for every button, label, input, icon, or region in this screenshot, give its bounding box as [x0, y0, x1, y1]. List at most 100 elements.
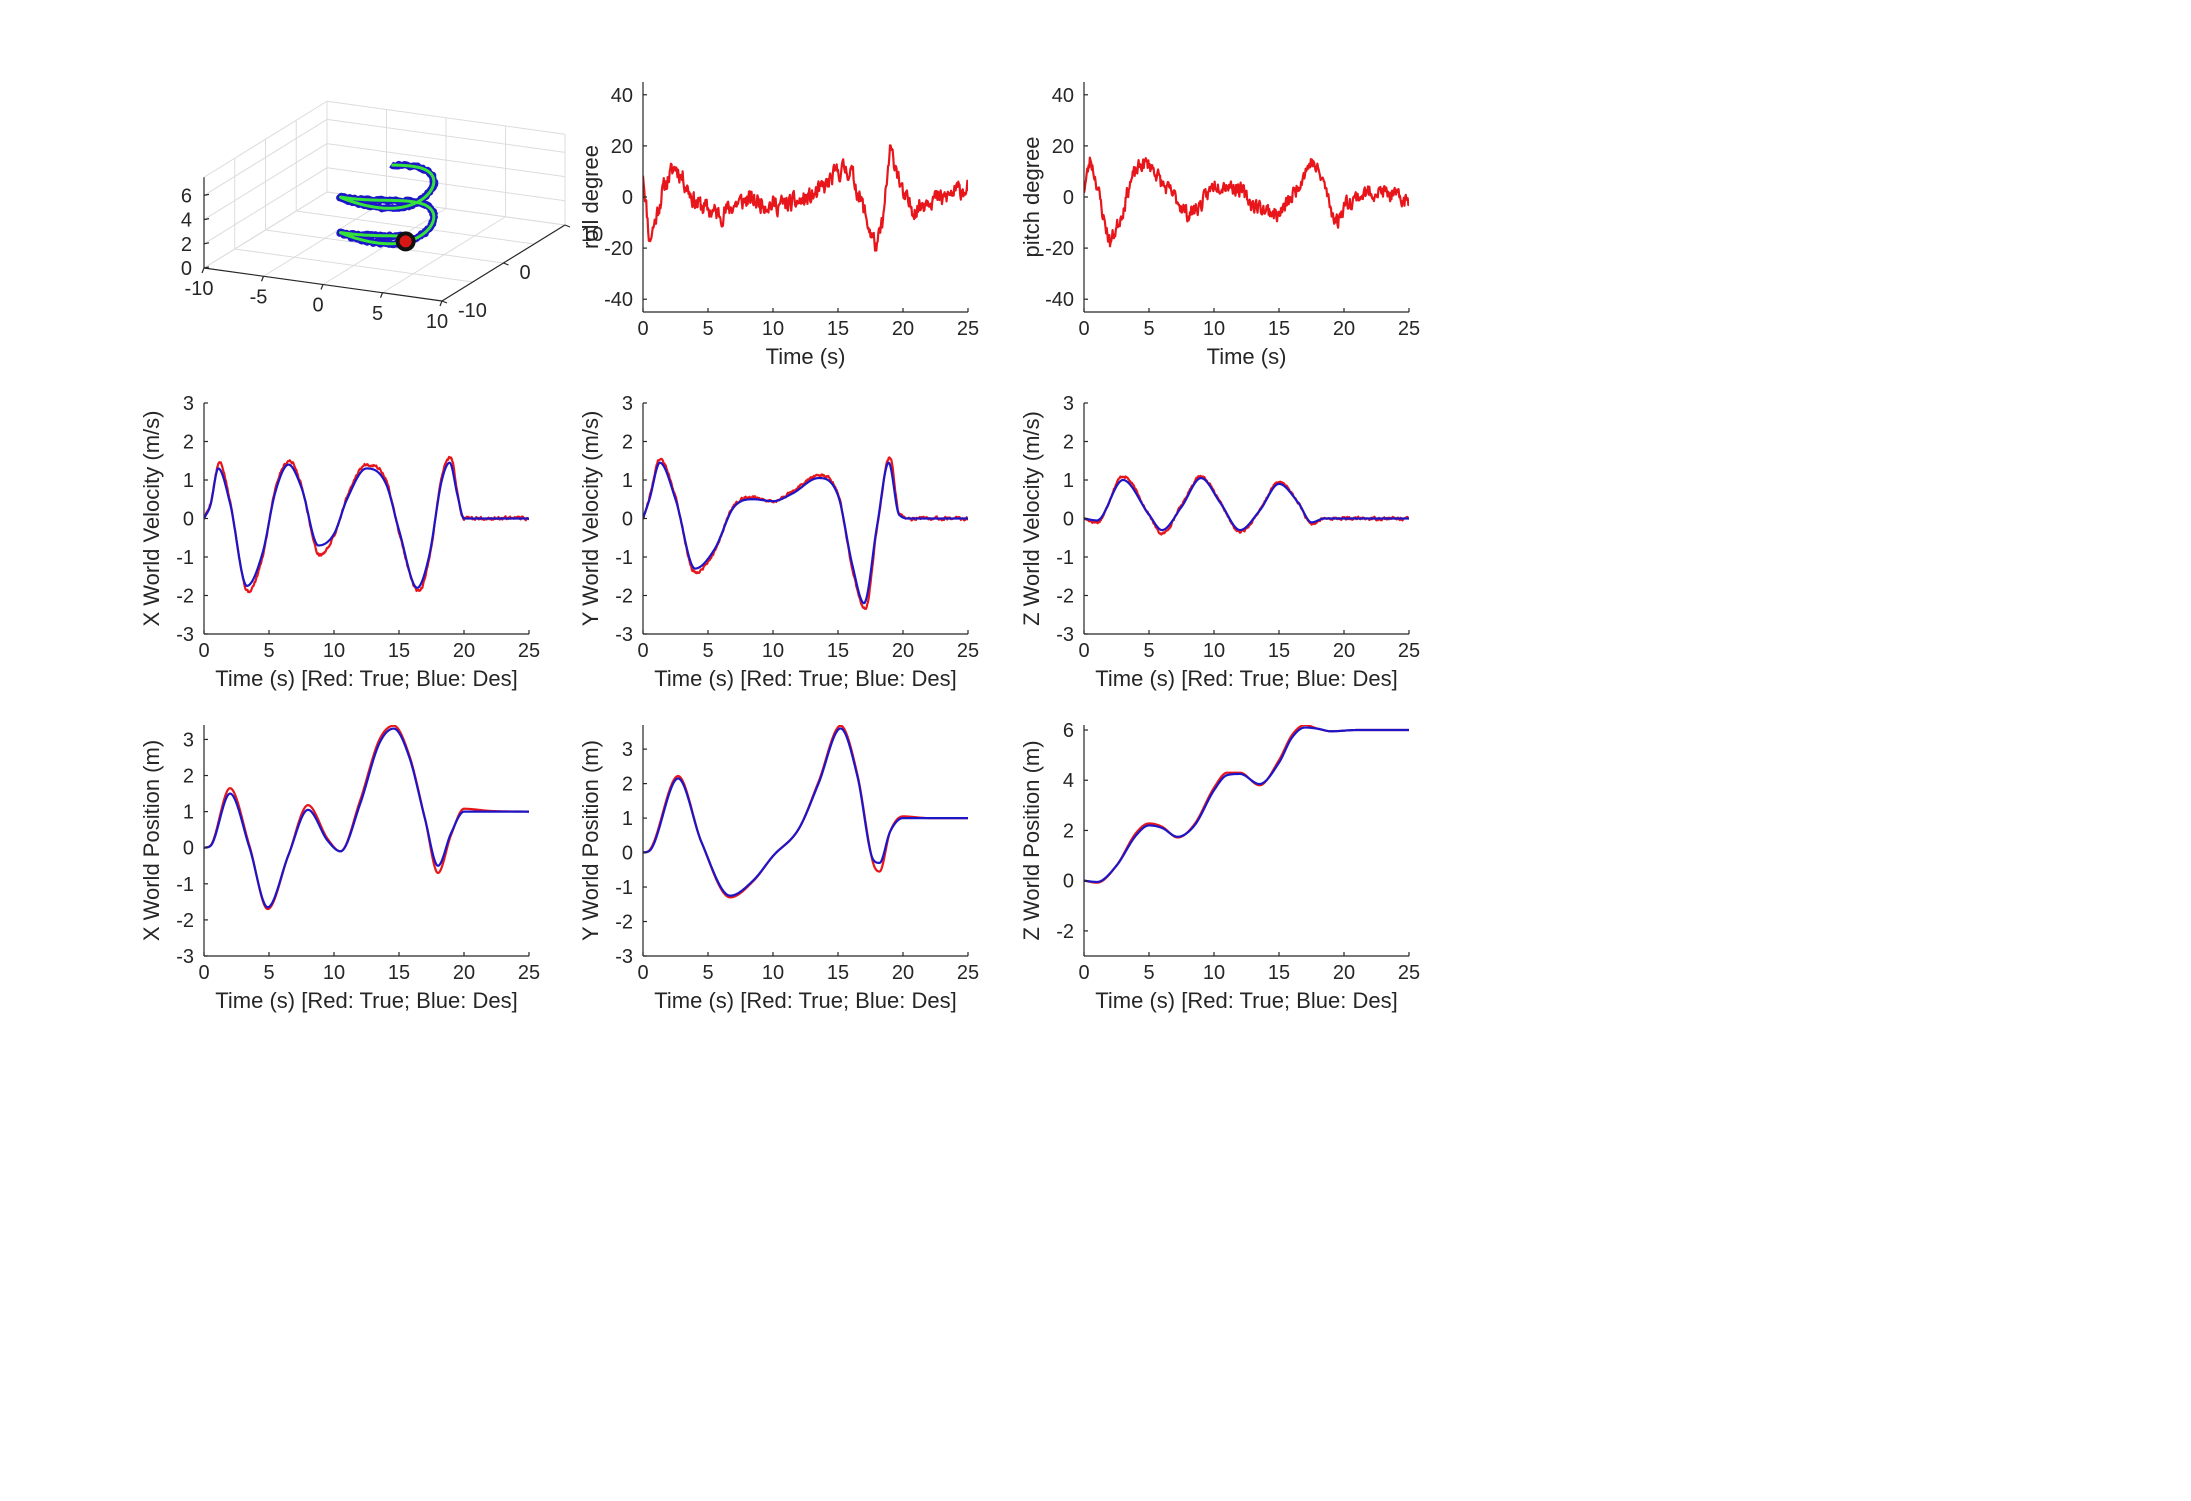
plot-area-roll: [643, 144, 968, 252]
x-tick-label: 25: [518, 640, 540, 662]
x-tick-label: 5: [263, 962, 274, 984]
chart-zvel: 0 5 10 15 20 25 -3 -2 -1 0 1 2 3 Time (s) [Red: True;…: [1019, 393, 1420, 691]
side-wall-gridline: [203, 100, 328, 178]
back-wall-gridline: [326, 100, 566, 135]
y-tick-label: 40: [611, 85, 633, 107]
x-tick-label: 25: [957, 962, 979, 984]
x-tick-mark: [439, 300, 443, 307]
y-axis-label: Y World Velocity (m/s): [578, 411, 603, 627]
y-axis-label: roll degree: [578, 145, 603, 249]
x-axis-label: Time (s) [Red: True; Blue: Des]: [1095, 988, 1397, 1013]
x-tick-label: 5: [702, 640, 713, 662]
x-tick-label: 25: [518, 962, 540, 984]
side-wall-gridline: [203, 191, 328, 269]
y-tick-label: 0: [1063, 509, 1074, 531]
y-axis-label: Z World Position (m): [1019, 740, 1044, 940]
y-tick-label: -40: [1045, 289, 1074, 311]
x-tick-label: 5: [702, 318, 713, 340]
y-tick-label: 2: [1063, 820, 1074, 842]
x-tick-label: 10: [762, 640, 784, 662]
plot-area-xpos: [204, 725, 529, 911]
x-tick-label: 0: [637, 640, 648, 662]
chart-xpos: 0 5 10 15 20 25 -3 -2 -1 0 1 2 3 Time (s) [Red: True;…: [139, 725, 540, 1013]
x-tick-label: 0: [1078, 640, 1089, 662]
y-tick-label: -40: [604, 289, 633, 311]
y-tick-label: 6: [1063, 720, 1074, 742]
x-tick-label: 15: [827, 318, 849, 340]
y-tick-label: -3: [615, 624, 633, 646]
x-tick-label: 15: [388, 640, 410, 662]
series-line-des: [643, 727, 968, 897]
y-tick-label: 4: [1063, 770, 1074, 792]
y-tick-label: -2: [176, 910, 194, 932]
x-tick-label: 15: [1268, 318, 1290, 340]
x-axis-label: Time (s) [Red: True; Blue: Des]: [654, 988, 956, 1013]
series-line-des: [1084, 476, 1409, 532]
y-tick-label: -3: [176, 946, 194, 968]
x-tick-label: 20: [1333, 318, 1355, 340]
y-tick-label: 1: [183, 470, 194, 492]
z-tick-label: 4: [181, 210, 192, 232]
x-tick-label: 25: [957, 640, 979, 662]
x-tick-label: 25: [1398, 962, 1420, 984]
chart-roll: 0 5 10 15 20 25 -40 -20 0 20 40 Time (s) roll degree: [578, 82, 979, 369]
y-tick-label: 3: [622, 739, 633, 761]
z-tick-mark: [203, 193, 210, 196]
series-line-des: [204, 727, 529, 909]
y-tick-label: 0: [1063, 871, 1074, 893]
back-wall-gridline: [326, 118, 566, 153]
x-axis-label: Time (s) [Red: True; Blue: Des]: [1095, 666, 1397, 691]
y-tick-label: -3: [176, 624, 194, 646]
x-tick-label: 5: [702, 962, 713, 984]
y-tick-label: 0: [622, 843, 633, 865]
x-tick-label: 20: [892, 962, 914, 984]
y-tick-label: -2: [1056, 586, 1074, 608]
series-line-des: [204, 461, 529, 589]
y-tick-label: -3: [1056, 624, 1074, 646]
x-tick-label: 0: [1078, 962, 1089, 984]
x-tick-label: 5: [1143, 318, 1154, 340]
x-tick-label: 15: [1268, 962, 1290, 984]
y-tick-label: 0: [622, 509, 633, 531]
y-tick-label: 0: [622, 187, 633, 209]
x-tick-mark: [320, 284, 324, 290]
x-tick-label: 10: [323, 640, 345, 662]
back-wall-gridline: [326, 167, 566, 202]
y-tick-label: 20: [1052, 136, 1074, 158]
z-tick-mark: [203, 266, 210, 269]
start-marker-inner: [399, 235, 412, 248]
x-tick-label: 10: [1203, 318, 1225, 340]
x-tick-label: -10: [185, 278, 214, 300]
y-tick-label: 3: [1063, 393, 1074, 415]
y-tick-label: -20: [1045, 238, 1074, 260]
plot-area-zvel: [1084, 474, 1409, 536]
x-axis-label: Time (s) [Red: True; Blue: Des]: [215, 988, 517, 1013]
y-tick-label: 1: [622, 808, 633, 830]
y-tick-label: 2: [183, 432, 194, 454]
x-tick-label: 10: [762, 962, 784, 984]
y-tick-label: 40: [1052, 85, 1074, 107]
x-tick-label: 0: [198, 962, 209, 984]
x-tick-label: 10: [426, 311, 448, 333]
x-tick-label: 10: [762, 318, 784, 340]
x-tick-label: 0: [637, 962, 648, 984]
y-tick-label: 3: [183, 393, 194, 415]
x-axis-label: Time (s): [1207, 344, 1287, 369]
x-tick-label: 5: [263, 640, 274, 662]
floor-gridline: [234, 248, 473, 283]
x-tick-label: 15: [388, 962, 410, 984]
x-tick-label: 20: [453, 962, 475, 984]
x-tick-label: 25: [1398, 640, 1420, 662]
plot-area-zpos: [1084, 725, 1409, 884]
z-tick-label: 2: [181, 234, 192, 256]
y-tick-label: -2: [176, 586, 194, 608]
x-tick-label: 0: [1078, 318, 1089, 340]
x-tick-label: 10: [323, 962, 345, 984]
x-tick-label: 20: [453, 640, 475, 662]
y-tick-label: 3: [183, 729, 194, 751]
x-tick-label: 20: [1333, 640, 1355, 662]
y-tick-label: 2: [622, 432, 633, 454]
